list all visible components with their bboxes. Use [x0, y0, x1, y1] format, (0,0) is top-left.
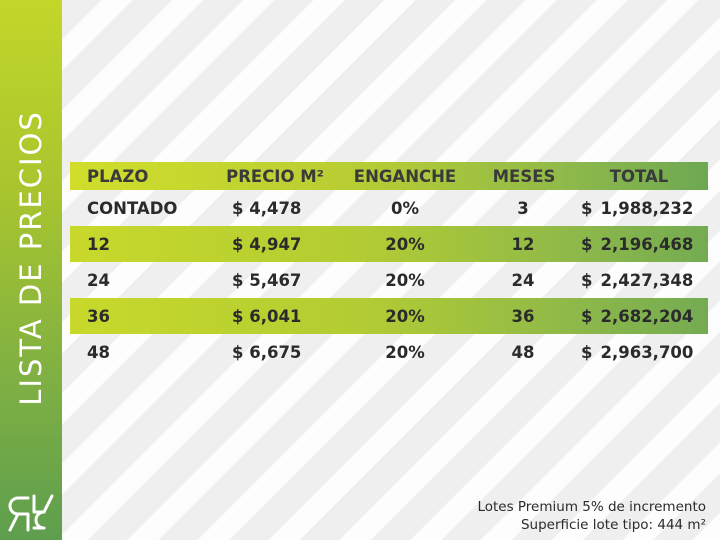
price-table: PLAZO PRECIO M² ENGANCHE MESES TOTAL CON…	[70, 162, 708, 370]
cell-meses: 3	[517, 198, 529, 218]
total-currency: $	[581, 306, 593, 326]
footnote: Lotes Premium 5% de incremento Superfici…	[477, 498, 706, 534]
cell-meses: 36	[511, 306, 535, 326]
cell-precio: $ 6,041	[232, 306, 302, 326]
total-value: 2,682,204	[600, 306, 694, 326]
table-header-row: PLAZO PRECIO M² ENGANCHE MESES TOTAL	[70, 162, 708, 190]
cell-meses: 48	[511, 342, 535, 362]
header-total: TOTAL	[609, 166, 669, 186]
cell-total: $2,196,468	[581, 226, 699, 262]
header-meses: MESES	[492, 166, 556, 186]
cell-precio: $ 4,947	[232, 234, 302, 254]
total-currency: $	[581, 270, 593, 290]
total-value: 2,963,700	[600, 342, 694, 362]
cell-total: $2,963,700	[581, 334, 699, 370]
total-currency: $	[581, 198, 593, 218]
cell-enganche: 20%	[385, 342, 425, 362]
cell-enganche: 20%	[385, 234, 425, 254]
table-row: 24 $ 5,467 20% 24 $2,427,348	[70, 262, 708, 298]
total-value: 1,988,232	[600, 198, 694, 218]
premium-note: Lotes Premium 5% de incremento	[477, 499, 706, 515]
cell-total: $1,988,232	[581, 190, 699, 226]
cell-enganche: 20%	[385, 306, 425, 326]
total-currency: $	[581, 234, 593, 254]
cell-enganche: 0%	[390, 198, 419, 218]
table-row: CONTADO $ 4,478 0% 3 $1,988,232	[70, 190, 708, 226]
brand-logo-icon	[8, 494, 54, 532]
total-currency: $	[581, 342, 593, 362]
cell-total: $2,427,348	[581, 262, 699, 298]
cell-plazo: CONTADO	[87, 198, 178, 218]
surface-note: Superficie lote tipo: 444 m²	[520, 517, 706, 533]
cell-total: $2,682,204	[581, 298, 699, 334]
cell-plazo: 36	[87, 306, 110, 326]
background-pattern	[62, 0, 720, 540]
cell-plazo: 12	[87, 234, 110, 254]
cell-precio: $ 4,478	[232, 198, 302, 218]
table-row: 36 $ 6,041 20% 36 $2,682,204	[70, 298, 708, 334]
cell-enganche: 20%	[385, 270, 425, 290]
table-row: 48 $ 6,675 20% 48 $2,963,700	[70, 334, 708, 370]
cell-meses: 12	[511, 234, 535, 254]
cell-plazo: 24	[87, 270, 110, 290]
header-enganche: ENGANCHE	[353, 166, 457, 186]
cell-precio: $ 5,467	[232, 270, 302, 290]
table-row: 12 $ 4,947 20% 12 $2,196,468	[70, 226, 708, 262]
cell-meses: 24	[511, 270, 535, 290]
header-plazo: PLAZO	[87, 166, 149, 186]
cell-plazo: 48	[87, 342, 110, 362]
total-value: 2,427,348	[600, 270, 694, 290]
total-value: 2,196,468	[600, 234, 694, 254]
sidebar-band: LISTA DE PRECIOS	[0, 0, 62, 540]
cell-precio: $ 6,675	[232, 342, 302, 362]
page-title: LISTA DE PRECIOS	[14, 110, 48, 406]
header-precio: PRECIO M²	[226, 166, 324, 186]
